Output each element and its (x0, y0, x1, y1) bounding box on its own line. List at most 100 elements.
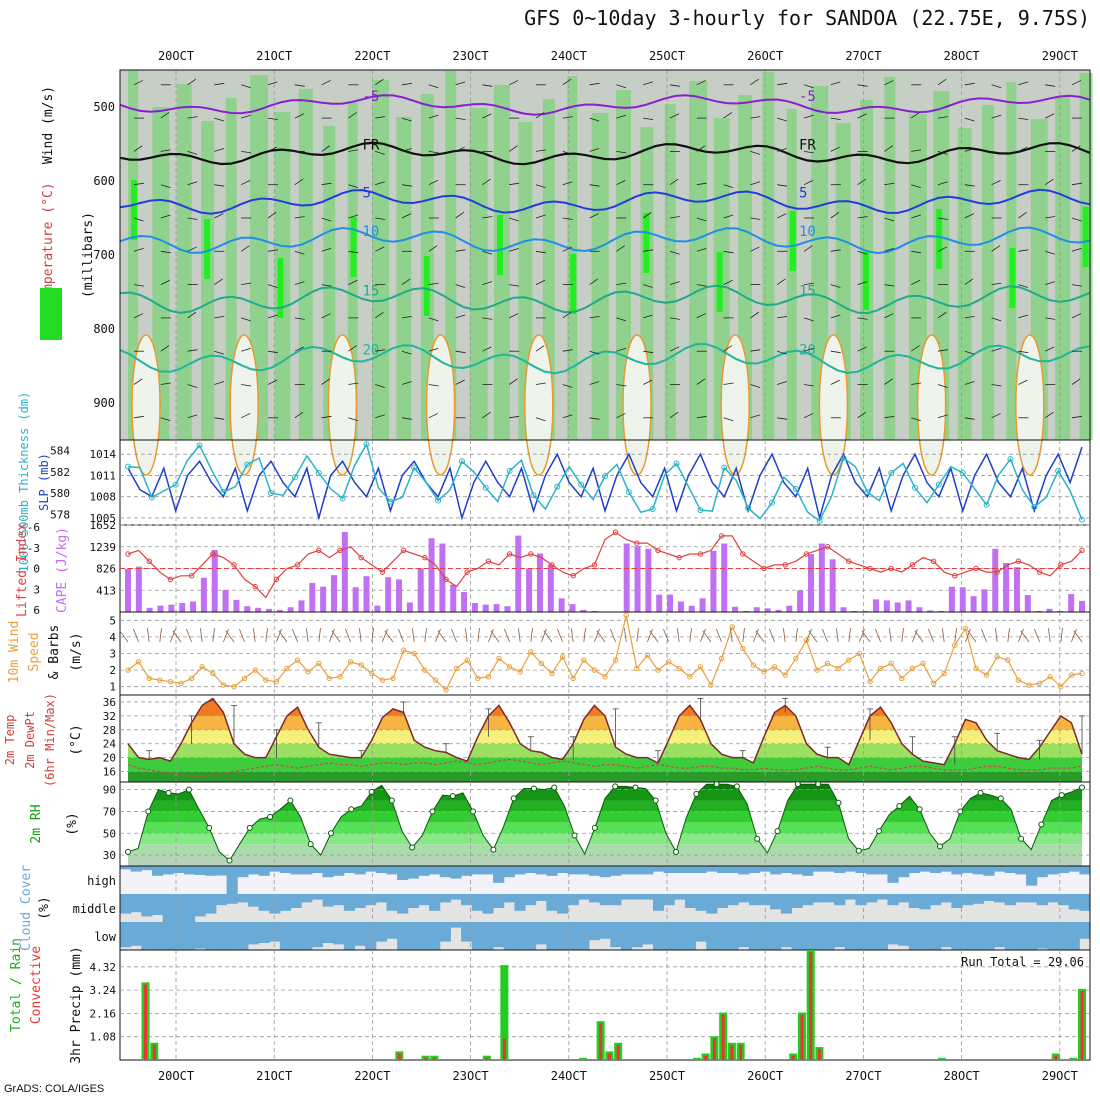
wind-barb (170, 628, 176, 643)
cloud-bar (706, 922, 718, 950)
wind-tick: 4 (109, 631, 116, 644)
precip-convective-bar (432, 1057, 436, 1060)
wind-marker (634, 665, 640, 672)
wind-barb (941, 628, 945, 643)
wind-marker (167, 679, 174, 685)
cloud-bar (1036, 922, 1048, 949)
upper-wind-barb (669, 216, 680, 219)
upper-wind-barb (401, 117, 412, 122)
upper-wind-barb (1045, 84, 1056, 87)
thickness-marker (888, 469, 895, 476)
wind-marker (877, 665, 884, 672)
upper-wind-barb (1071, 247, 1082, 252)
thickness-marker (649, 506, 656, 513)
thickness-marker (792, 485, 799, 492)
wind-barb (159, 628, 162, 643)
cape-bar (146, 607, 153, 612)
cloud-bar (748, 922, 761, 950)
pressure-tick: 700 (93, 248, 115, 262)
cloud-bar (823, 894, 835, 903)
cloud-bar (983, 894, 995, 901)
cloud-bar (322, 894, 334, 907)
precip-tick: 3.24 (90, 984, 117, 997)
cloud-bar (620, 922, 633, 950)
precip-convective-bar (424, 1057, 428, 1060)
thickness-marker (196, 442, 203, 449)
cloud-bar (407, 894, 419, 908)
thickness-marker (125, 463, 131, 470)
upper-wind-barb (1045, 317, 1056, 320)
slp-tick: 1011 (90, 469, 117, 482)
thickness-marker (1079, 516, 1085, 523)
cloud-bar (365, 894, 377, 906)
rh-marker (1058, 792, 1065, 799)
upper-wind-barb (562, 414, 573, 419)
li-marker (803, 551, 810, 557)
wind-marker (157, 677, 163, 683)
precip-label-1: Total / Rain (9, 938, 24, 1032)
upper-wind-barb (991, 347, 1002, 352)
cape-bar (1003, 563, 1010, 612)
upper-wind-barb (910, 112, 920, 119)
upper-wind-barb (1044, 411, 1054, 419)
rh-marker (327, 830, 334, 837)
upper-wind-barb (991, 384, 1002, 387)
cape-bar (396, 579, 403, 612)
precip-convective-bar (502, 1038, 506, 1060)
upper-wind-barb (776, 278, 786, 285)
upper-wind-barb (535, 184, 546, 189)
li-marker (909, 562, 916, 568)
upper-wind-barb (187, 384, 198, 388)
wind-marker (793, 655, 799, 662)
precip-convective-bar (809, 952, 813, 1060)
upper-wind-barb (616, 114, 627, 119)
wind-barb (594, 628, 600, 643)
cloud-bar (589, 922, 601, 941)
cape-bar (873, 599, 880, 612)
thickness-tick: 582 (50, 466, 70, 479)
wind-marker (867, 679, 873, 685)
wind-marker (358, 662, 364, 668)
cloud-bar (450, 922, 462, 928)
cape-axis-label: CAPE (J/kg) (55, 527, 70, 613)
wind-tick: 5 (109, 614, 116, 627)
wind-label-2: Speed (27, 632, 42, 671)
upper-wind-barb (455, 379, 465, 385)
precip-convective-bar (800, 1014, 804, 1060)
rh-saturated-cell (936, 209, 943, 269)
upper-wind-barb (267, 212, 277, 219)
precip-total-bar (579, 1057, 588, 1060)
cloud-bar (663, 922, 675, 950)
isotherm-label: -5 (799, 89, 816, 105)
cape-bar (428, 538, 435, 612)
upper-wind-barb (133, 80, 144, 86)
upper-wind-barb (750, 246, 760, 252)
wind-marker (411, 650, 417, 657)
upper-wind-barb (562, 349, 573, 352)
upper-wind-barb (267, 146, 278, 152)
cloud-bar (258, 894, 270, 911)
cape-bar (710, 550, 717, 612)
li-marker (337, 547, 343, 554)
day-label-bottom: 23OCT (453, 1069, 489, 1083)
upper-wind-barb (133, 145, 143, 152)
slp-tick: 1014 (90, 448, 117, 461)
precip-convective-bar (616, 1044, 620, 1060)
upper-wind-barb (669, 281, 680, 285)
cloud-bar (205, 866, 217, 876)
rh-moist-band (396, 117, 412, 440)
rh-marker (165, 789, 172, 796)
day-label-bottom: 28OCT (944, 1069, 980, 1083)
upper-wind-barb (723, 112, 733, 119)
cape-bar (255, 607, 262, 612)
upper-wind-barb (1071, 182, 1082, 186)
wind-marker (294, 657, 301, 663)
cloud-level-label: low (94, 930, 116, 944)
upper-wind-barb (401, 213, 412, 219)
upper-wind-barb (428, 245, 438, 252)
cloud-bar (141, 866, 153, 871)
cloud-bar (354, 922, 366, 946)
li-line (127, 531, 1083, 599)
cloud-bar (439, 894, 451, 903)
li-marker (1036, 569, 1043, 575)
